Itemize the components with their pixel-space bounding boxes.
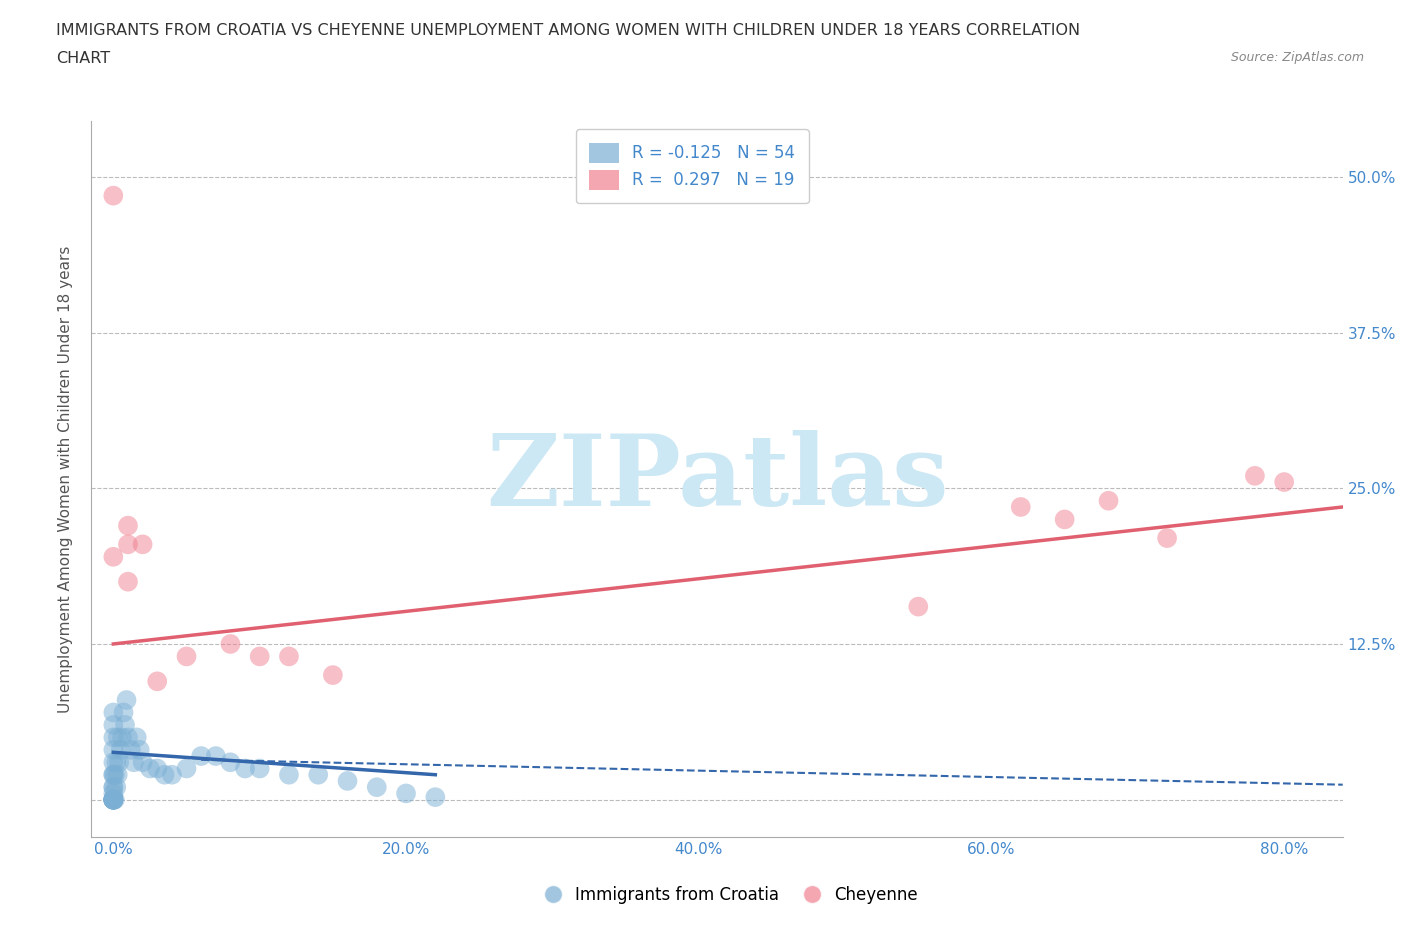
Point xyxy=(907,599,929,614)
Point xyxy=(111,730,134,745)
Point xyxy=(153,767,176,782)
Point xyxy=(1097,493,1119,508)
Point xyxy=(103,730,125,745)
Point xyxy=(103,742,125,757)
Point xyxy=(105,755,128,770)
Point xyxy=(103,705,125,720)
Point xyxy=(107,767,129,782)
Point xyxy=(103,792,125,807)
Point xyxy=(139,761,162,776)
Point xyxy=(204,749,226,764)
Point xyxy=(103,767,125,782)
Point xyxy=(103,792,125,807)
Point xyxy=(103,779,125,794)
Point xyxy=(117,518,139,533)
Point xyxy=(103,792,125,807)
Point xyxy=(115,693,138,708)
Point xyxy=(103,792,125,807)
Point xyxy=(1272,474,1295,489)
Point xyxy=(278,649,301,664)
Text: Source: ZipAtlas.com: Source: ZipAtlas.com xyxy=(1230,51,1364,64)
Point xyxy=(1156,531,1178,546)
Point xyxy=(307,767,329,782)
Text: ZIPatlas: ZIPatlas xyxy=(486,431,948,527)
Point xyxy=(110,742,132,757)
Point xyxy=(103,792,125,807)
Point xyxy=(117,537,139,551)
Point xyxy=(103,792,125,807)
Point xyxy=(105,779,128,794)
Point xyxy=(233,761,256,776)
Point xyxy=(103,792,125,807)
Point xyxy=(395,786,418,801)
Point xyxy=(425,790,447,804)
Point xyxy=(131,537,153,551)
Point xyxy=(336,774,359,789)
Point xyxy=(103,779,125,794)
Point xyxy=(103,188,125,203)
Point xyxy=(125,730,148,745)
Point xyxy=(146,674,169,689)
Point xyxy=(103,792,125,807)
Point xyxy=(122,755,145,770)
Point xyxy=(322,668,344,683)
Point xyxy=(117,730,139,745)
Point xyxy=(120,742,142,757)
Point xyxy=(103,767,125,782)
Point xyxy=(1010,499,1032,514)
Point xyxy=(128,742,150,757)
Point xyxy=(249,649,271,664)
Legend: R = -0.125   N = 54, R =  0.297   N = 19: R = -0.125 N = 54, R = 0.297 N = 19 xyxy=(575,129,808,204)
Point xyxy=(103,792,125,807)
Point xyxy=(112,705,135,720)
Point xyxy=(146,761,169,776)
Point xyxy=(104,767,127,782)
Text: IMMIGRANTS FROM CROATIA VS CHEYENNE UNEMPLOYMENT AMONG WOMEN WITH CHILDREN UNDER: IMMIGRANTS FROM CROATIA VS CHEYENNE UNEM… xyxy=(56,23,1080,38)
Point xyxy=(103,755,125,770)
Text: CHART: CHART xyxy=(56,51,110,66)
Point xyxy=(103,717,125,732)
Point xyxy=(190,749,212,764)
Point xyxy=(131,755,153,770)
Point xyxy=(114,717,136,732)
Point xyxy=(117,574,139,589)
Point xyxy=(176,761,198,776)
Point xyxy=(219,636,242,651)
Point xyxy=(160,767,183,782)
Point xyxy=(366,779,388,794)
Point xyxy=(1053,512,1076,527)
Point xyxy=(249,761,271,776)
Point xyxy=(107,730,129,745)
Point xyxy=(103,550,125,565)
Point xyxy=(108,755,131,770)
Y-axis label: Unemployment Among Women with Children Under 18 years: Unemployment Among Women with Children U… xyxy=(58,246,73,712)
Point xyxy=(104,792,127,807)
Point xyxy=(103,792,125,807)
Point xyxy=(278,767,301,782)
Point xyxy=(1244,469,1267,484)
Point xyxy=(103,786,125,801)
Point xyxy=(219,755,242,770)
Point xyxy=(176,649,198,664)
Legend: Immigrants from Croatia, Cheyenne: Immigrants from Croatia, Cheyenne xyxy=(537,878,925,912)
